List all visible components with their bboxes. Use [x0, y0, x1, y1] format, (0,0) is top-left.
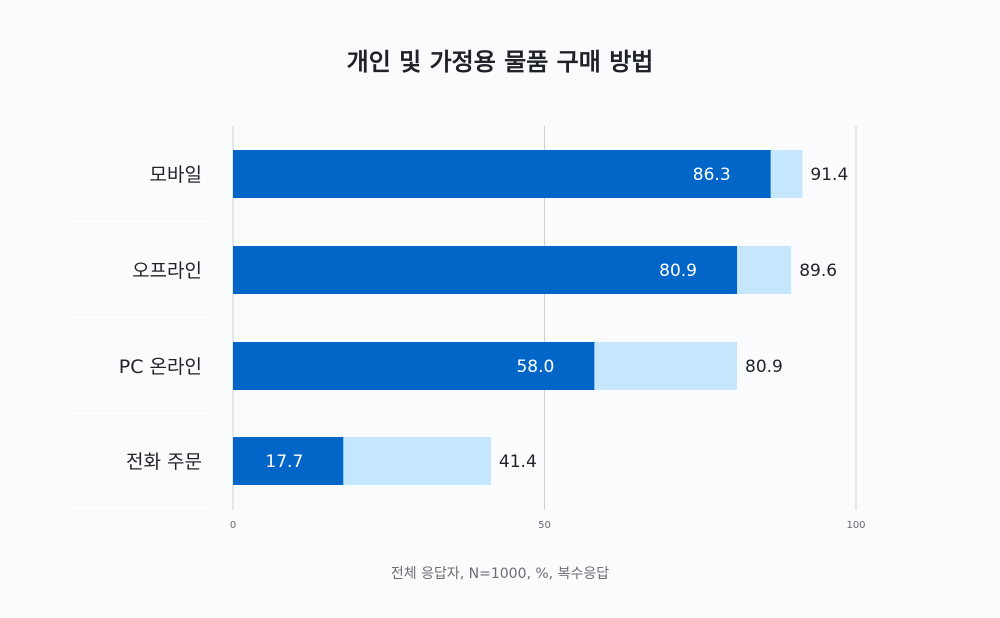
data-label-total: 80.9 [745, 357, 783, 377]
bar-main [233, 246, 738, 294]
data-label-main: 80.9 [659, 261, 697, 281]
category-label: PC 온라인 [119, 356, 202, 378]
category-label: 모바일 [150, 164, 202, 186]
data-label-main: 17.7 [265, 452, 303, 472]
x-tick-label: 0 [230, 520, 236, 531]
bar-main [233, 342, 595, 390]
bar-main [233, 437, 344, 485]
category-label: 전화 주문 [126, 451, 202, 473]
data-label-main: 86.3 [693, 165, 731, 185]
data-label-total: 91.4 [810, 165, 848, 185]
bar-main [233, 150, 771, 198]
data-label-total: 89.6 [799, 261, 837, 281]
x-tick-label: 50 [538, 520, 551, 531]
chart-title: 개인 및 가정용 물품 구매 방법 [346, 48, 654, 76]
category-label: 오프라인 [132, 260, 202, 282]
data-label-total: 41.4 [499, 452, 537, 472]
data-label-main: 58.0 [516, 357, 554, 377]
chart-footnote: 전체 응답자, N=1000, %, 복수응답 [390, 566, 610, 582]
x-tick-label: 100 [846, 520, 865, 531]
